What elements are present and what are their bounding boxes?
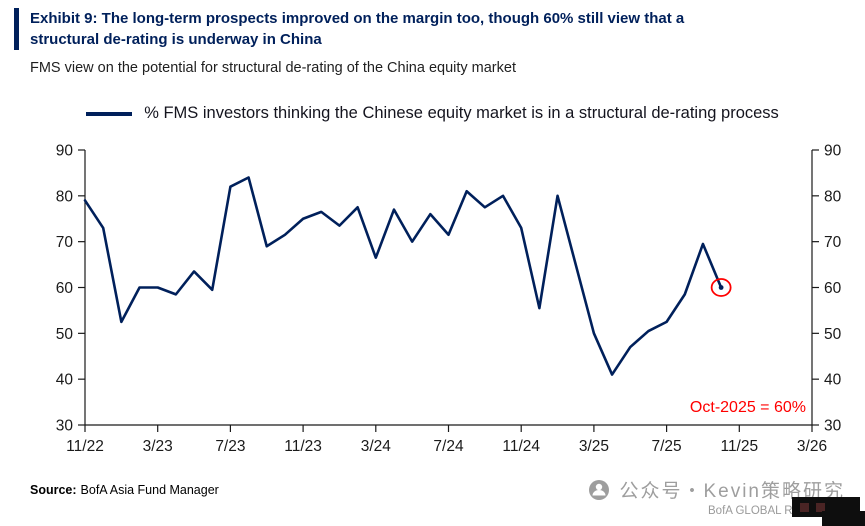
x-axis-label: 3/25 xyxy=(579,438,609,455)
brand-footer-text: BofA GLOBAL R xyxy=(708,505,793,517)
source-line: Source: BofA Asia Fund Manager xyxy=(30,483,219,497)
exhibit-title-line2: structural de-rating is underway in Chin… xyxy=(30,31,322,48)
highlight-circle xyxy=(710,278,732,297)
legend-label: % FMS investors thinking the Chinese equ… xyxy=(144,104,779,122)
y-axis-label-right: 30 xyxy=(824,418,842,435)
last-point-marker xyxy=(718,285,724,290)
x-axis-label: 11/24 xyxy=(502,438,540,455)
chart-subtitle: FMS view on the potential for structural… xyxy=(30,60,516,76)
y-axis-label-right: 40 xyxy=(824,372,842,389)
wechat-watermark: 公众号・Kevin策略研究 xyxy=(588,476,845,503)
y-axis-label-left: 40 xyxy=(56,372,74,389)
y-axis-label-left: 50 xyxy=(56,326,74,343)
exhibit-header: Exhibit 9: The long-term prospects impro… xyxy=(14,8,684,50)
source-text: BofA Asia Fund Manager xyxy=(80,483,219,497)
line-chart: 30 30 40 40 50 50 60 60 70 70 80 80 90 90 11/22 3/23 7/2… xyxy=(56,143,842,456)
exhibit-title-line1: Exhibit 9: The long-term prospects impro… xyxy=(30,10,685,27)
x-axis-label: 7/25 xyxy=(652,438,682,455)
x-axis-label: 7/23 xyxy=(215,438,245,455)
y-axis-label-right: 80 xyxy=(824,188,842,205)
y-axis-label-right: 60 xyxy=(824,280,842,297)
x-axis-label: 3/24 xyxy=(361,438,392,455)
title-accent-bar xyxy=(14,8,19,50)
y-axis-label-left: 90 xyxy=(56,143,74,160)
x-axis-label: 7/24 xyxy=(433,438,464,455)
x-axis-label: 3/23 xyxy=(143,438,173,455)
y-axis-label-right: 50 xyxy=(824,326,842,343)
source-label: Source: xyxy=(30,483,77,497)
watermark-box-corner xyxy=(822,511,865,526)
x-axis-label: 11/22 xyxy=(66,438,104,455)
wechat-watermark-text: 公众号・Kevin策略研究 xyxy=(619,481,845,502)
x-axis-label: 3/26 xyxy=(797,438,827,455)
watermark-glyph xyxy=(816,503,825,512)
exhibit-title: Exhibit 9: The long-term prospects impro… xyxy=(30,8,684,50)
y-axis-label-right: 90 xyxy=(824,143,842,160)
y-axis-label-left: 70 xyxy=(56,234,74,251)
wechat-icon xyxy=(589,479,610,500)
y-axis-label-left: 60 xyxy=(56,280,74,297)
x-axis-label: 11/23 xyxy=(284,438,322,455)
watermark-glyph xyxy=(800,503,809,512)
chart-legend: % FMS investors thinking the Chinese equ… xyxy=(0,104,865,123)
y-axis-label-left: 30 xyxy=(56,418,74,435)
annotation-text: Oct-2025 = 60% xyxy=(690,399,806,416)
x-axis-label: 11/25 xyxy=(720,438,758,455)
data-line xyxy=(83,176,723,376)
y-axis-label-right: 70 xyxy=(824,234,842,251)
legend-line-swatch xyxy=(86,111,133,116)
y-axis-label-left: 80 xyxy=(56,188,74,205)
